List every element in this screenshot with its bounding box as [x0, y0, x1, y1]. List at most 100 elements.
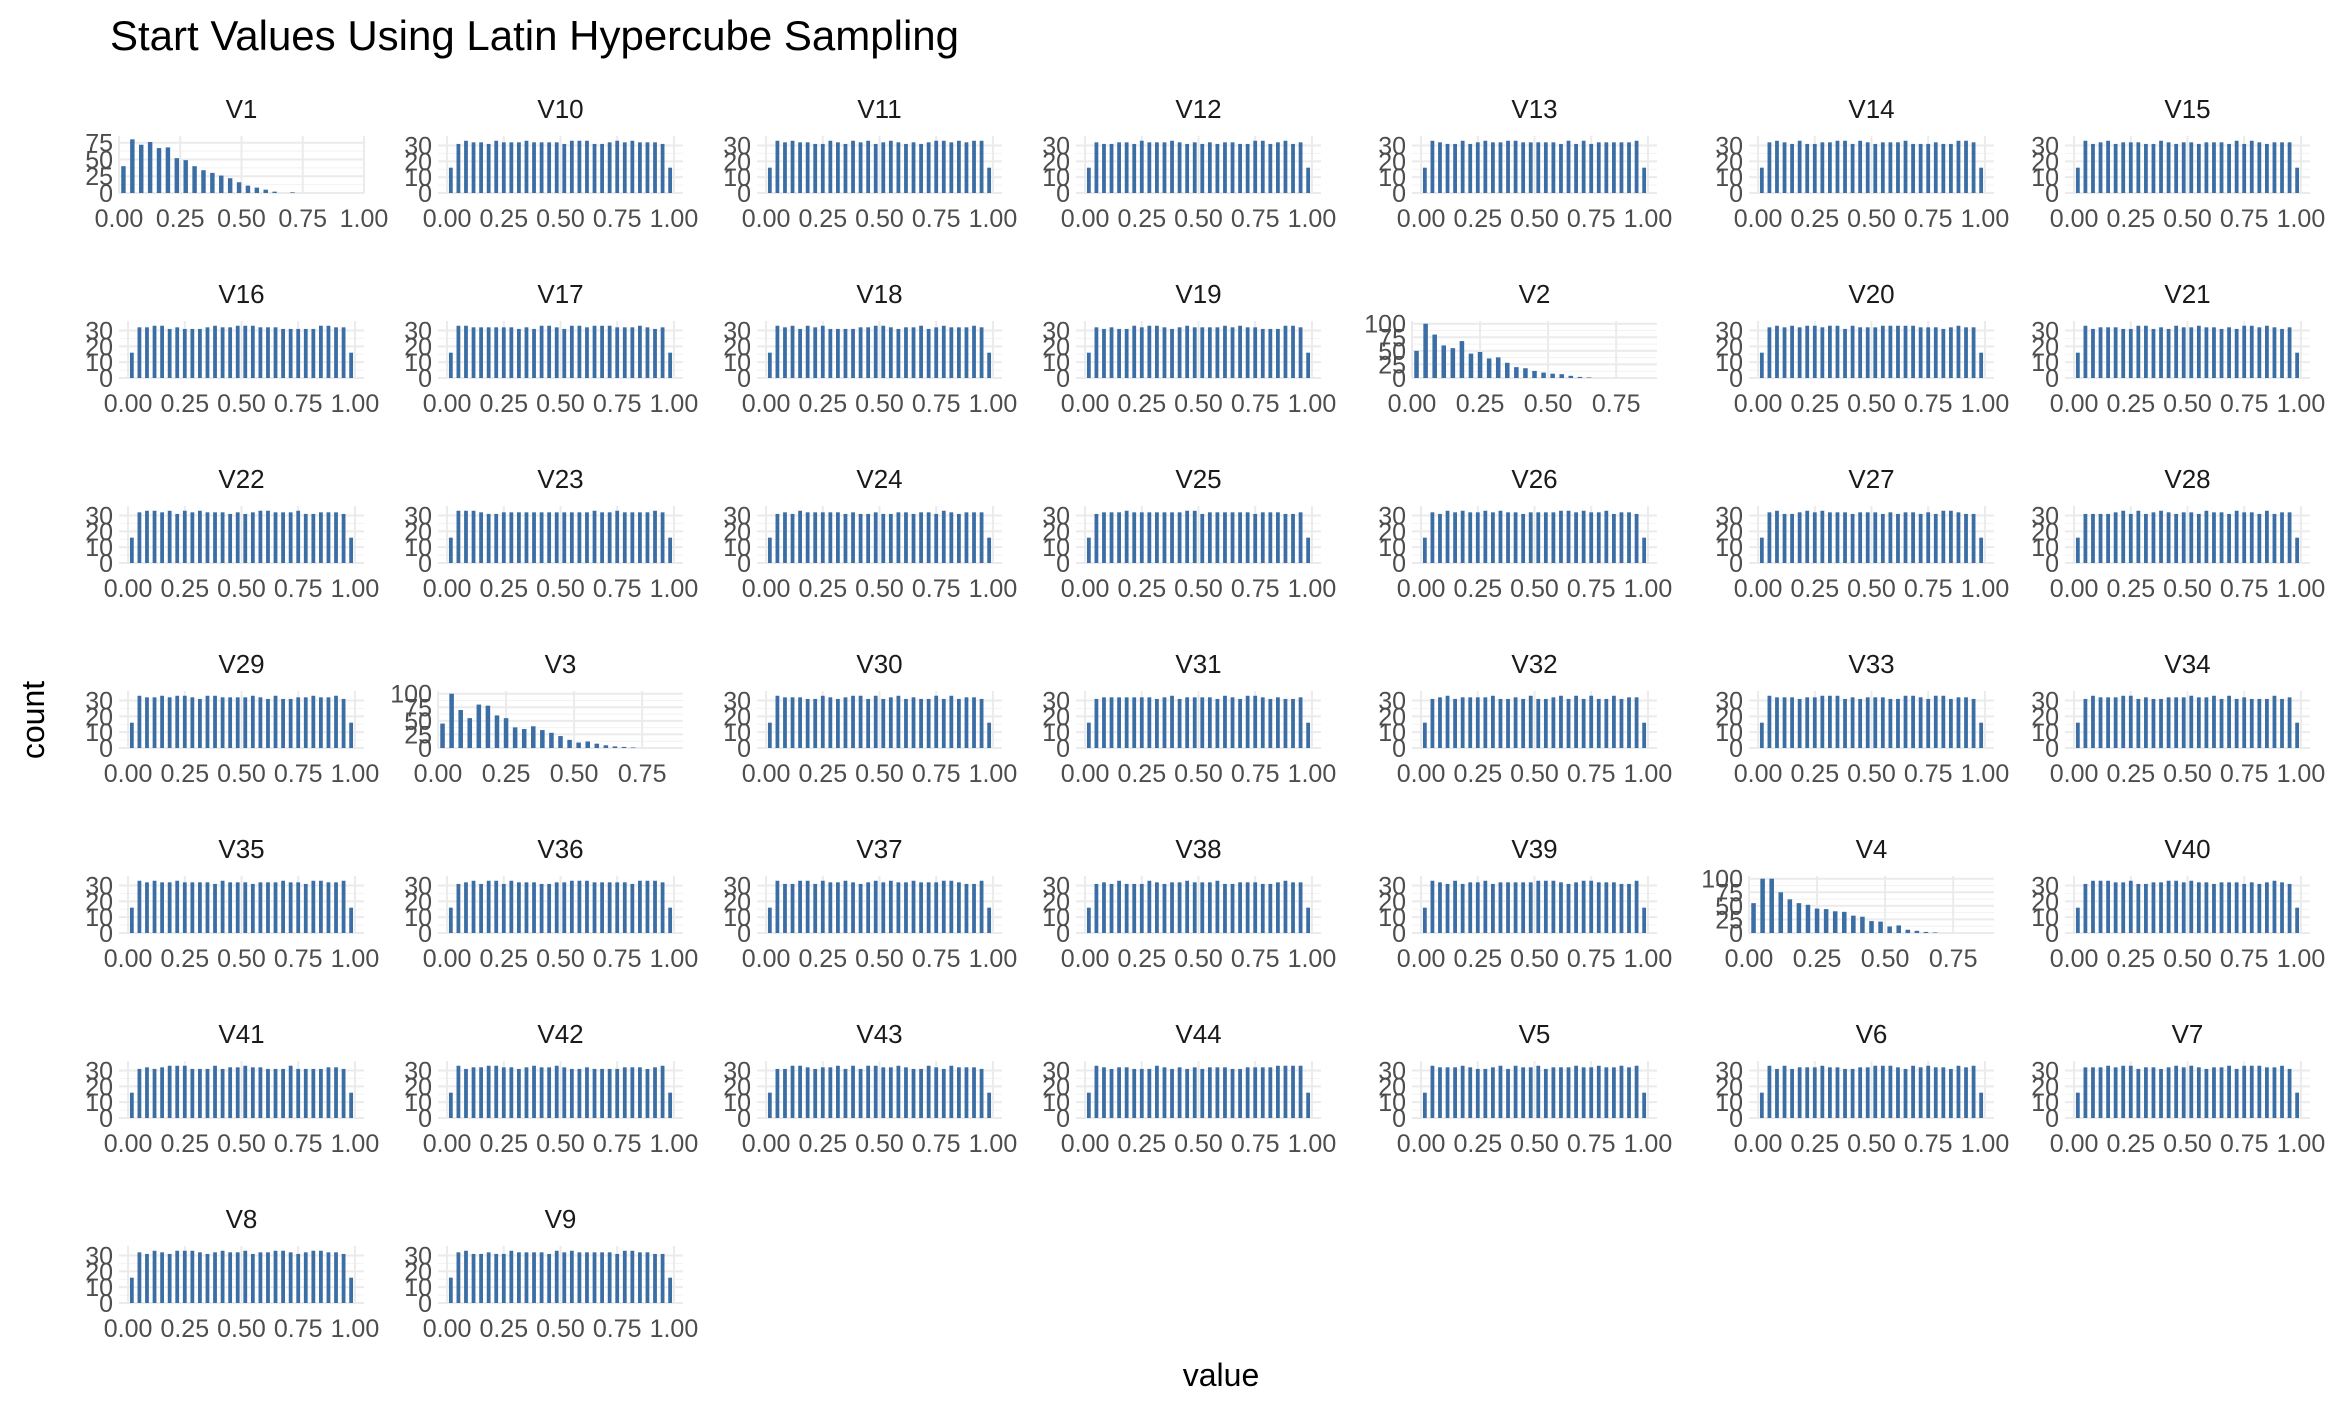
histogram-bar [1276, 1065, 1280, 1118]
panel-bars [448, 510, 673, 563]
x-tick-label: 0.75 [593, 1130, 642, 1158]
histogram-bar [979, 512, 984, 563]
x-tick-label: 0.50 [536, 945, 585, 973]
histogram-bar [2098, 142, 2103, 193]
x-tick-label: 0.25 [1790, 205, 1839, 233]
histogram-bar [349, 352, 354, 378]
histogram-bar [220, 327, 225, 378]
histogram-bar [1850, 697, 1855, 748]
histogram-bar [1438, 142, 1442, 193]
histogram-bar [129, 1092, 134, 1118]
histogram-bar [509, 512, 514, 563]
histogram-bar [1253, 327, 1258, 378]
histogram-bar [1283, 1065, 1288, 1118]
panel-grid [757, 136, 1002, 194]
x-tick-label: 0.00 [742, 575, 791, 603]
histogram-bar [509, 1067, 514, 1118]
histogram-bar [319, 880, 323, 933]
histogram-bar [1634, 697, 1639, 748]
histogram-bar [979, 880, 984, 933]
histogram-bar [1268, 698, 1273, 748]
histogram-bar [630, 512, 635, 563]
histogram-bar [1873, 1065, 1878, 1118]
histogram-bar [638, 1252, 642, 1303]
histogram-bar [2151, 328, 2156, 378]
histogram-bar [2174, 880, 2179, 933]
histogram-bar [1941, 143, 1946, 193]
histogram-bar [1245, 327, 1250, 378]
histogram-bar [281, 512, 285, 563]
histogram-bar [1453, 1067, 1457, 1118]
histogram-bar [1596, 1065, 1601, 1118]
histogram-bar [182, 1065, 187, 1118]
histogram-bar [1812, 1067, 1817, 1118]
histogram-bar [1491, 512, 1495, 563]
histogram-bar [668, 1092, 673, 1118]
panel-grid [1412, 691, 1657, 749]
histogram-bar [1858, 327, 1863, 378]
histogram-bar [1941, 1067, 1946, 1118]
histogram-bar [600, 1068, 604, 1118]
y-tick-label: 0 [737, 735, 751, 763]
histogram-bar [767, 167, 772, 193]
histogram-bar [767, 537, 772, 563]
histogram-bar [160, 882, 164, 933]
y-tick-label: 10 [723, 534, 751, 562]
histogram-bar [1612, 882, 1616, 933]
histogram-bar [1767, 512, 1772, 563]
histogram-bar [1589, 880, 1594, 933]
histogram-bar [562, 1067, 567, 1118]
histogram-bar [964, 1067, 969, 1118]
histogram-bar [235, 1252, 240, 1303]
x-tick-label: 0.50 [217, 205, 266, 233]
histogram-bar [1858, 1067, 1863, 1118]
histogram-bar [919, 325, 923, 378]
histogram-bar [1820, 695, 1825, 748]
x-tick-label: 0.25 [160, 1315, 209, 1343]
x-tick-label: 1.00 [969, 205, 1018, 233]
histogram-bar [1543, 1068, 1548, 1118]
histogram-bar [1468, 353, 1474, 378]
y-tick-label: 0 [99, 1290, 113, 1318]
histogram-bar [2106, 327, 2110, 378]
y-tick-label: 0 [1056, 550, 1070, 578]
histogram-bar [1117, 512, 1121, 563]
histogram-bar [964, 142, 969, 193]
histogram-bar [600, 1252, 604, 1303]
histogram-bar [175, 513, 180, 563]
histogram-bar [1139, 512, 1144, 563]
histogram-bar [888, 697, 893, 748]
histogram-bar [1528, 1067, 1533, 1118]
histogram-bar [615, 1068, 620, 1118]
panel-bars [121, 139, 295, 193]
histogram-bar [1949, 143, 1953, 193]
histogram-bar [1843, 328, 1847, 378]
x-tick-label: 1.00 [1961, 760, 2010, 788]
x-tick-label: 0.00 [1734, 390, 1783, 418]
x-tick-label: 0.50 [2163, 945, 2212, 973]
histogram-bar [326, 1252, 331, 1303]
histogram-bar [539, 1067, 544, 1118]
histogram-bar [2219, 512, 2224, 563]
histogram-bar [2113, 512, 2118, 563]
histogram-bar [501, 512, 506, 563]
histogram-bar [2174, 1065, 2179, 1118]
histogram-bar [1759, 167, 1764, 193]
histogram-bar [273, 882, 278, 933]
y-tick-label: 10 [723, 719, 751, 747]
histogram-bar [2265, 882, 2269, 933]
x-tick-label: 1.00 [969, 945, 1018, 973]
histogram-bar [326, 882, 331, 933]
histogram-bar [1896, 325, 1900, 378]
x-tick-label: 0.75 [912, 760, 961, 788]
histogram-bar [1589, 695, 1594, 748]
y-tick-label: 30 [2031, 1058, 2059, 1086]
histogram-bar [1532, 370, 1537, 378]
x-tick-label: 0.25 [2106, 1130, 2155, 1158]
histogram-bar [243, 697, 248, 748]
